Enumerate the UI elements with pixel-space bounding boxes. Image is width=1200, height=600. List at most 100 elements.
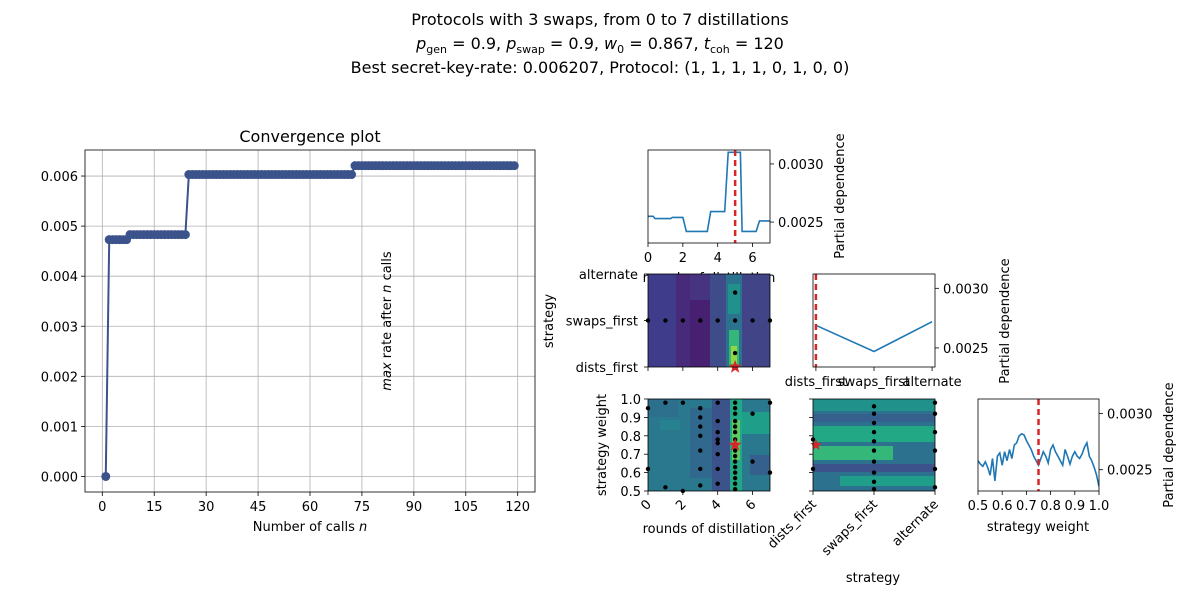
- contour-wd-sample-point: [732, 411, 738, 416]
- pd-weight-x-tick-label: 0.8: [1040, 499, 1061, 514]
- convergence-x-tick-label: 90: [406, 500, 423, 515]
- convergence-y-tick-label: 0.004: [41, 270, 78, 285]
- contour-wd-y-tick-label: 0.8: [620, 430, 641, 445]
- contour-ws-xlabel: strategy: [846, 571, 901, 586]
- contour-wd-sample-point: [750, 411, 755, 416]
- contour-wd-y-tick-label: 0.9: [620, 411, 641, 426]
- contour-wd-sample-point: [663, 400, 668, 405]
- contour-wd-frame: [647, 398, 771, 492]
- convergence-grid: [85, 150, 535, 492]
- contour-wd-band: [742, 412, 770, 434]
- convergence-x-tick-label: 30: [198, 500, 215, 515]
- contour-wd-sample-point: [698, 483, 703, 488]
- convergence-point: [180, 230, 190, 240]
- contour-ws-sample-point: [871, 448, 877, 453]
- contour-sd-ylabel: strategy: [542, 294, 557, 349]
- contour-weight-distillation: 1.0 0.9 0.8 0.7 0.6 0.50 2 4 6 rounds of distill…: [595, 393, 775, 537]
- contour-ws-sample-point: [871, 411, 877, 416]
- contour-wd-xlabel: rounds of distillation: [643, 522, 776, 537]
- contour-wd-sample-point: [732, 429, 738, 435]
- contour-ws-band: [840, 476, 935, 486]
- contour-wd-x-tick-label: 6: [743, 497, 759, 513]
- pd-distillation-x-tick-label: 0: [644, 251, 652, 266]
- pd-strategy-y-tick-label: 0.0030: [943, 282, 989, 297]
- contour-ws-sample-point: [871, 420, 877, 426]
- convergence-x-tick-label: 60: [302, 500, 319, 515]
- convergence-y-tick-label: 0.005: [41, 220, 78, 235]
- pd-weight-x-tick-label: 1.0: [1089, 499, 1110, 514]
- pd-weight-line: [978, 432, 1099, 487]
- contour-wd-sample-point: [715, 481, 720, 486]
- contour-wd-sample-point: [732, 400, 738, 405]
- contour-ws-marks: [810, 400, 938, 492]
- contour-wd-y-tick-label: 0.6: [620, 467, 641, 482]
- convergence-y-tick-label: 0.001: [41, 420, 78, 435]
- convergence-ticks: 0 15 30 45 60 75 90 105 120 0.000 0.001 0.002 0.003 0…: [41, 170, 530, 515]
- pd-weight-y-tick-label: 0.0030: [1107, 408, 1153, 423]
- contour-sd-ticks: alternate swaps_first dists_first: [566, 268, 753, 376]
- contour-ws-sample-point: [871, 486, 877, 492]
- pd-distillation-ylabel: Partial dependence: [833, 133, 848, 258]
- pd-distillation-frame: [647, 149, 771, 244]
- contour-wd-sample-point: [698, 406, 703, 411]
- contour-sd-band: [731, 346, 737, 364]
- pd-distillation-y-tick-label: 0.0030: [778, 158, 824, 173]
- contour-ws-sample-point: [871, 439, 877, 444]
- figure-title-line3: Best secret-key-rate: 0.006207, Protocol…: [350, 58, 850, 77]
- convergence-series: [101, 161, 519, 481]
- convergence-x-tick-label: 15: [146, 500, 163, 515]
- contour-ws-band: [813, 446, 893, 460]
- contour-sd-y-tick-label: alternate: [579, 268, 638, 283]
- pd-strategy-x-tick-label: swaps_first: [838, 375, 910, 390]
- convergence-x-tick-label: 75: [354, 500, 371, 515]
- convergence-x-tick-label: 105: [453, 500, 478, 515]
- convergence-y-tick-label: 0.006: [41, 170, 78, 185]
- contour-sd-best-marker: [728, 360, 742, 373]
- pd-weight-xlabel: strategy weight: [987, 520, 1089, 535]
- contour-wd-sample-point: [698, 424, 703, 429]
- contour-wd-ylabel: strategy weight: [595, 394, 610, 496]
- contour-sd-sample-point: [750, 318, 755, 323]
- convergence-axes-frame: [84, 149, 536, 493]
- contour-ws-sample-point: [871, 404, 877, 409]
- pd-weight-series: [978, 399, 1099, 491]
- pd-distillation-line: [648, 151, 770, 233]
- contour-wd-sample-point: [715, 440, 720, 446]
- pd-strategy-y-tick-label: 0.0025: [943, 342, 989, 357]
- contour-wd-band: [750, 455, 770, 475]
- contour-sd-sample-point: [732, 318, 738, 323]
- contour-wd-sample-point: [698, 415, 703, 420]
- pd-weight-frame: [977, 398, 1100, 492]
- contour-wd-sample-point: [732, 486, 738, 492]
- pd-strategy-ticks: 0.0025 0.0030 dists_firstswaps_firstaltern…: [785, 282, 989, 390]
- pd-strategy-panel: 0.0025 0.0030 dists_firstswaps_firstaltern…: [785, 258, 1013, 390]
- contour-sd-band: [728, 284, 740, 314]
- contour-wd-sample-point: [732, 418, 738, 424]
- contour-wd-sample-point: [663, 485, 668, 490]
- contour-wd-sample-point: [732, 475, 738, 481]
- contour-sd-y-tick-label: dists_first: [576, 361, 638, 376]
- convergence-point: [101, 471, 111, 481]
- contour-sd-sample-point: [715, 318, 720, 323]
- contour-wd-sample-point: [680, 400, 686, 405]
- convergence-xlabel: Number of calls n: [253, 520, 368, 535]
- contour-wd-y-tick-label: 1.0: [620, 393, 641, 408]
- convergence-ylabel: max rate after n calls: [380, 251, 395, 391]
- contour-ws-x-tick-label: swaps_first: [819, 497, 881, 559]
- contour-ws-best-marker: [810, 439, 822, 450]
- contour-strategy-distillation: alternate swaps_first dists_first strategy: [542, 268, 773, 376]
- convergence-point: [347, 170, 357, 180]
- contour-wd-best-marker: [728, 438, 742, 451]
- contour-sd-sample-point: [732, 350, 738, 356]
- contour-wd-x-tick-label: 4: [708, 497, 724, 513]
- contour-sd-y-tick-label: swaps_first: [566, 315, 638, 330]
- convergence-title: Convergence plot: [239, 127, 380, 146]
- pd-strategy-line: [815, 320, 933, 353]
- contour-sd-sample-point: [680, 318, 686, 323]
- pd-strategy-ylabel: Partial dependence: [998, 258, 1013, 383]
- contour-wd-sample-point: [715, 437, 720, 442]
- contour-sd-sample-point: [698, 318, 703, 323]
- contour-wd-band: [648, 399, 678, 417]
